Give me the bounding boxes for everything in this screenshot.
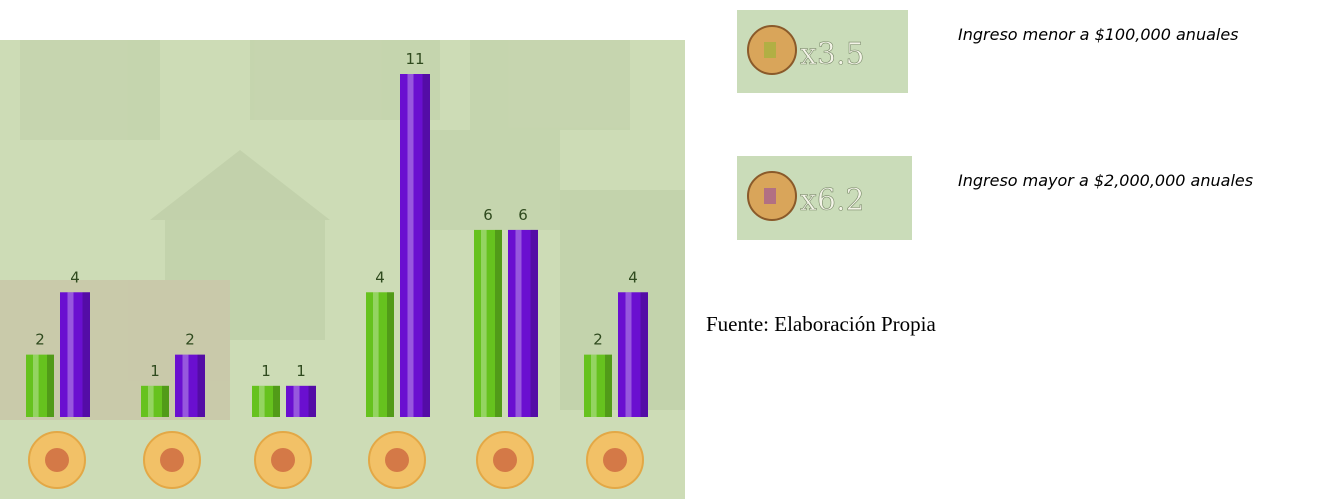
bar — [252, 385, 280, 417]
value-label: 2 — [185, 331, 195, 349]
bar-highlight — [625, 292, 632, 417]
chart-background — [0, 40, 685, 499]
bar — [366, 292, 394, 417]
value-label: 4 — [628, 268, 638, 286]
bar-highlight — [591, 354, 597, 417]
bar-highlight — [481, 229, 487, 417]
bar — [400, 74, 430, 417]
legend-globe — [747, 25, 797, 75]
source-note: Fuente: Elaboración Propia — [706, 312, 936, 336]
bar-highlight — [259, 385, 265, 417]
bar-highlight — [293, 385, 300, 417]
category-icon-detail — [271, 448, 295, 472]
legend-badge: x3.5 — [800, 37, 865, 72]
bar — [508, 229, 538, 417]
legend-badge: x6.2 — [800, 183, 865, 218]
value-label: 6 — [518, 206, 528, 224]
bar-highlight — [148, 385, 154, 417]
category-icon-detail — [603, 448, 627, 472]
bar-shade — [422, 74, 430, 417]
legend-label: Ingreso menor a $100,000 anuales — [958, 25, 1239, 44]
bar-highlight — [182, 354, 189, 417]
value-label: 4 — [375, 268, 385, 286]
category-icon-detail — [493, 448, 517, 472]
legend-globe — [747, 171, 797, 221]
bar — [618, 292, 648, 417]
category-icon-detail — [385, 448, 409, 472]
bar-shade — [530, 229, 538, 417]
bar-highlight — [33, 354, 39, 417]
value-label: 2 — [35, 331, 45, 349]
value-label: 4 — [70, 268, 80, 286]
bar — [584, 354, 612, 417]
value-label: 2 — [593, 331, 603, 349]
bar — [175, 354, 205, 417]
bar-shade — [605, 354, 612, 417]
bar — [286, 385, 316, 417]
bar-shade — [495, 229, 502, 417]
background-houses — [0, 40, 685, 420]
bar-highlight — [407, 74, 414, 417]
bar-shade — [640, 292, 648, 417]
value-label: 1 — [150, 362, 160, 380]
bar — [60, 292, 90, 417]
legend-swatch — [764, 188, 776, 204]
category-icon-detail — [160, 448, 184, 472]
bar-highlight — [373, 292, 379, 417]
bar-shade — [308, 385, 316, 417]
bar-shade — [162, 385, 169, 417]
value-label: 6 — [483, 206, 493, 224]
value-label: 1 — [296, 362, 306, 380]
category-icon-detail — [45, 448, 69, 472]
legend-swatch — [764, 42, 776, 58]
bar — [474, 229, 502, 417]
bar — [141, 385, 169, 417]
bar-shade — [197, 354, 205, 417]
bar-shade — [273, 385, 280, 417]
legend-label: Ingreso mayor a $2,000,000 anuales — [958, 171, 1253, 190]
bar-highlight — [67, 292, 74, 417]
bar-shade — [387, 292, 394, 417]
value-label: 11 — [405, 50, 424, 68]
bar-shade — [82, 292, 90, 417]
bar-highlight — [515, 229, 522, 417]
value-label: 1 — [261, 362, 271, 380]
bar — [26, 354, 54, 417]
bar-shade — [47, 354, 54, 417]
